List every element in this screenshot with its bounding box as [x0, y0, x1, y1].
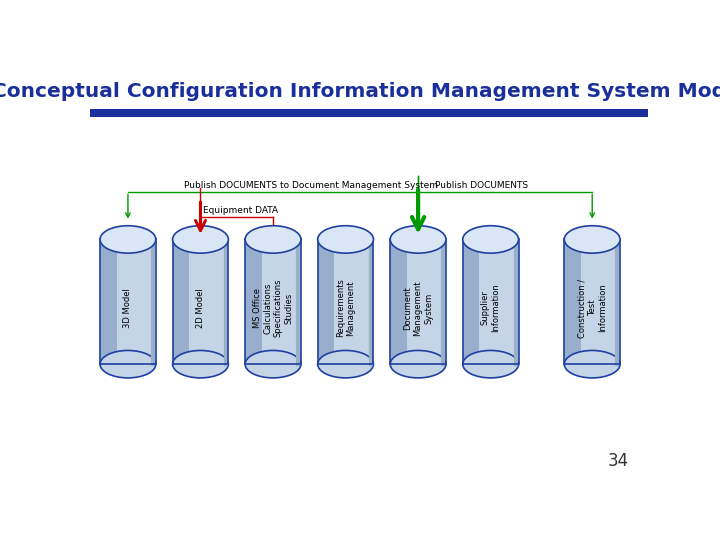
Ellipse shape [463, 350, 518, 378]
Polygon shape [318, 239, 334, 364]
Text: Publish DOCUMENTS: Publish DOCUMENTS [435, 181, 528, 190]
FancyBboxPatch shape [564, 239, 620, 364]
Text: Supplier
Information: Supplier Information [481, 284, 500, 333]
FancyBboxPatch shape [100, 239, 156, 364]
FancyBboxPatch shape [390, 239, 446, 364]
Ellipse shape [564, 226, 620, 253]
Ellipse shape [173, 350, 228, 378]
Ellipse shape [463, 226, 518, 253]
Polygon shape [173, 239, 189, 364]
Polygon shape [390, 239, 407, 364]
Ellipse shape [245, 350, 301, 378]
FancyBboxPatch shape [463, 239, 518, 364]
Polygon shape [463, 239, 473, 364]
Text: 34: 34 [608, 452, 629, 470]
Polygon shape [100, 239, 117, 364]
Ellipse shape [318, 350, 374, 378]
Ellipse shape [100, 226, 156, 253]
Polygon shape [245, 239, 255, 364]
Text: Requirements
Management: Requirements Management [336, 279, 355, 338]
Text: Publish DOCUMENTS to Document Management System: Publish DOCUMENTS to Document Management… [184, 181, 438, 190]
Text: 3D Model: 3D Model [123, 288, 132, 328]
Polygon shape [390, 239, 400, 364]
FancyBboxPatch shape [173, 239, 228, 364]
Text: Equipment DATA: Equipment DATA [203, 206, 278, 215]
Polygon shape [564, 239, 575, 364]
Text: Document
Management
System: Document Management System [403, 280, 433, 336]
FancyBboxPatch shape [90, 109, 648, 117]
Polygon shape [564, 239, 581, 364]
FancyBboxPatch shape [318, 239, 374, 364]
FancyBboxPatch shape [245, 239, 301, 364]
Ellipse shape [100, 350, 156, 378]
Polygon shape [173, 239, 183, 364]
Polygon shape [463, 239, 480, 364]
Text: Construction /
Test
Information: Construction / Test Information [577, 279, 607, 338]
Ellipse shape [390, 226, 446, 253]
Ellipse shape [245, 226, 301, 253]
Text: MS Office
Calculations
Specifications
Studies: MS Office Calculations Specifications St… [253, 279, 293, 338]
Polygon shape [100, 239, 110, 364]
Text: Conceptual Configuration Information Management System Model: Conceptual Configuration Information Man… [0, 82, 720, 102]
Ellipse shape [173, 226, 228, 253]
Polygon shape [245, 239, 262, 364]
Ellipse shape [390, 350, 446, 378]
Ellipse shape [564, 350, 620, 378]
Ellipse shape [318, 226, 374, 253]
Text: 2D Model: 2D Model [196, 288, 205, 328]
Polygon shape [318, 239, 328, 364]
